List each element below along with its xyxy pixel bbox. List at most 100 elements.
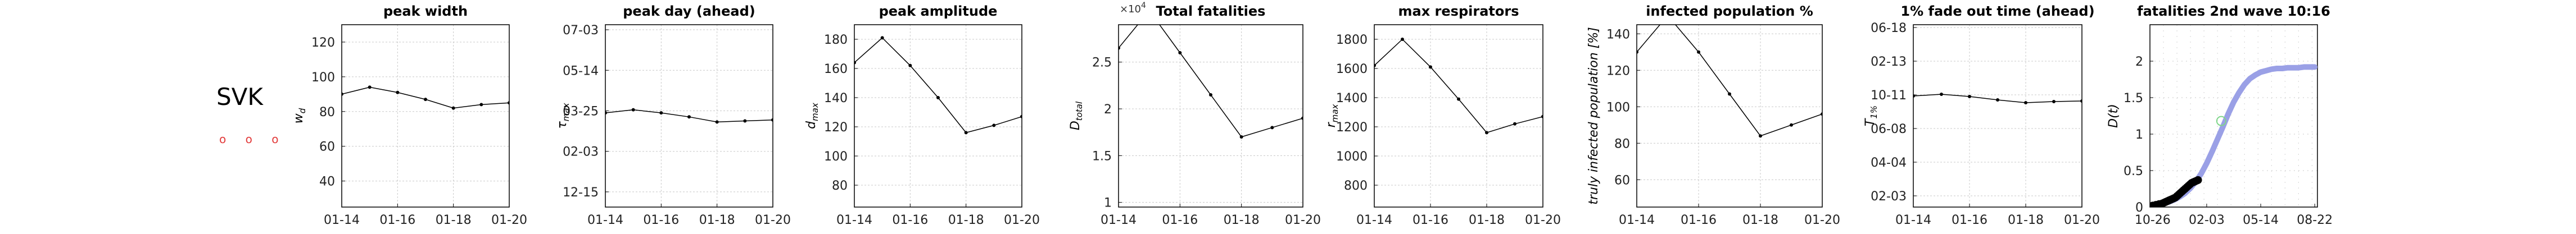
chart-title: fatalities 2nd wave 10:16: [2137, 3, 2330, 19]
x-tick-label: 01-20: [1525, 213, 1561, 227]
chart-title: peak amplitude: [879, 3, 998, 19]
y-tick-label: 80: [319, 105, 335, 120]
y-tick-label: 100: [1606, 100, 1630, 114]
data-point: [659, 111, 663, 115]
data-point: [854, 61, 856, 65]
x-tick-label: 01-14: [1101, 213, 1137, 227]
axes-box: [605, 24, 773, 208]
data-point: [342, 92, 343, 96]
y-tick-label: 02-13: [1871, 55, 1907, 69]
data-point: [396, 90, 400, 94]
data-point: [508, 101, 509, 105]
y-axis-label: wd: [292, 108, 307, 123]
x-tick-label: 01-16: [379, 213, 415, 227]
y-tick-label: 2.5: [1092, 56, 1112, 70]
y-tick-label: 0: [2135, 201, 2143, 215]
data-point: [424, 98, 427, 102]
country-label: SVK: [216, 83, 263, 111]
data-point: [1940, 93, 1943, 96]
data-layer: [605, 108, 773, 124]
x-tick-label: 05-14: [2243, 213, 2279, 227]
x-tick-label: 02-03: [2189, 213, 2225, 227]
data-point: [605, 111, 607, 115]
x-tick-label: 01-20: [1004, 213, 1040, 227]
x-tick-label: 01-18: [1742, 213, 1778, 227]
chart-title: Total fatalities: [1156, 3, 1266, 19]
data-point: [715, 120, 719, 124]
x-tick-label: 01-20: [1285, 213, 1321, 227]
axes-box: [1118, 24, 1303, 208]
data-layer: [2150, 64, 2317, 207]
axes-box: [2149, 24, 2318, 208]
y-tick-label: 07-03: [563, 24, 599, 38]
chart-panel-2: 12-15 02-03 03-25 05-14 07-03 01-14 01-16 01-18…: [555, 3, 791, 227]
data-point: [1728, 92, 1731, 96]
y-tick-label: 2: [1104, 103, 1112, 117]
y-axis-label: dmax: [804, 103, 820, 129]
y-axis-label: rmax: [1324, 104, 1340, 128]
chart-title: max respirators: [1398, 3, 1519, 19]
data-point: [1513, 122, 1516, 126]
observed-point: [2194, 176, 2202, 184]
y-tick-label: 12-15: [563, 186, 599, 200]
data-point: [1996, 98, 1999, 102]
x-tick-label: 01-14: [1895, 213, 1931, 227]
data-point: [880, 36, 884, 40]
data-point: [743, 119, 747, 123]
data-point: [2024, 101, 2027, 104]
y-axis-label: truly infected population [%]: [1587, 27, 1601, 204]
y-axis-label: D(t): [2107, 104, 2121, 128]
x-tick-label: 01-16: [1413, 213, 1448, 227]
x-tick-label: 01-18: [1469, 213, 1505, 227]
y-tick-label: 1: [2135, 128, 2143, 142]
y-tick-label: 120: [824, 121, 848, 135]
data-point: [1020, 114, 1022, 118]
data-point: [936, 96, 940, 99]
chart-panel-5: 800 1000 1200 1400 1600 1800 01-14 01-16 01-18 01…: [1324, 3, 1561, 227]
x-tick-label: 01-14: [836, 213, 872, 227]
series-line: [1374, 38, 1543, 134]
data-point: [1968, 95, 1971, 98]
data-point: [1178, 51, 1182, 54]
data-point: [1759, 134, 1762, 138]
series-line: [1119, 25, 1303, 137]
x-tick-label: 01-14: [1356, 213, 1392, 227]
chart-title: peak day (ahead): [623, 3, 755, 19]
x-tick-label: 10-26: [2135, 213, 2171, 227]
y-tick-label: 180: [824, 33, 848, 47]
y-tick-label: 120: [1606, 64, 1630, 78]
data-point: [1270, 126, 1274, 130]
y-tick-label: 1600: [1336, 62, 1368, 76]
chart-title: peak width: [383, 3, 468, 19]
data-point: [479, 103, 483, 107]
data-layer: [1637, 25, 1822, 138]
x-tick-label: 01-16: [1162, 213, 1198, 227]
y-tick-label: 02-03: [1871, 190, 1907, 204]
data-point: [1697, 50, 1700, 54]
data-point: [1401, 38, 1404, 41]
axes-box: [1374, 24, 1543, 208]
data-layer: [1913, 93, 2082, 104]
y-tick-label: 120: [311, 36, 335, 50]
data-point: [1637, 50, 1638, 54]
y-tick-label: 03-25: [563, 104, 599, 118]
data-point: [1913, 94, 1915, 98]
data-point: [1429, 65, 1432, 69]
data-point: [687, 115, 691, 119]
data-layer: [1374, 38, 1543, 135]
x-tick-label: 01-20: [1804, 213, 1840, 227]
data-point: [1148, 9, 1151, 12]
y-tick-label: 06-08: [1871, 122, 1907, 136]
x-tick-label: 01-18: [2008, 213, 2044, 227]
data-layer: [1119, 9, 1303, 139]
y-tick-label: 140: [824, 91, 848, 105]
data-point: [1790, 123, 1793, 127]
chart-title: infected population %: [1646, 3, 1813, 19]
y-tick-label: 1: [1104, 196, 1112, 210]
data-point: [1541, 114, 1543, 118]
axes-box: [1913, 24, 2082, 208]
data-point: [1821, 112, 1822, 116]
y-tick-label: 0.5: [2124, 164, 2143, 178]
chart-panel-4: 1 1.5 2 2.5 01-14 01-16 01-18 01-20 Total fatali…: [1069, 1, 1321, 227]
